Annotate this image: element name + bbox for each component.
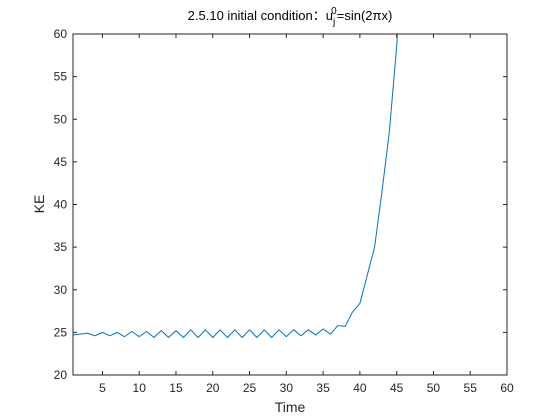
x-tick-label: 40: [353, 381, 367, 395]
y-tick-label: 20: [54, 368, 68, 382]
x-tick-label: 50: [427, 381, 441, 395]
y-tick-label: 50: [54, 112, 68, 126]
x-tick-label: 20: [206, 381, 220, 395]
x-tick-label: 10: [133, 381, 147, 395]
x-tick-label: 25: [243, 381, 257, 395]
x-tick-label: 60: [500, 381, 514, 395]
y-tick-label: 45: [54, 155, 68, 169]
plot-background: [73, 34, 507, 375]
x-tick-label: 15: [169, 381, 183, 395]
x-tick-label: 45: [390, 381, 404, 395]
x-tick-label: 55: [464, 381, 478, 395]
y-tick-label: 35: [54, 240, 68, 254]
y-tick-label: 55: [54, 70, 68, 84]
y-tick-label: 40: [54, 198, 68, 212]
x-tick-label: 5: [99, 381, 106, 395]
plot-frame: [72, 33, 508, 376]
tick-labels: 5 10 15 20 25 30 35 40 45 50 55 60 20 25 30 35 40 45 50 55 6…: [54, 27, 514, 395]
y-tick-label: 60: [54, 27, 68, 41]
y-tick-label: 25: [54, 325, 68, 339]
x-tick-label: 30: [280, 381, 294, 395]
y-tick-label: 30: [54, 283, 68, 297]
series-line: [72, 33, 398, 338]
y-axis-label: KE: [31, 195, 47, 214]
x-tick-label: 35: [316, 381, 330, 395]
x-axis-label: Time: [275, 399, 306, 415]
chart-title: 2.5.10 initial condition：uj0=sin(2πx): [188, 6, 393, 28]
